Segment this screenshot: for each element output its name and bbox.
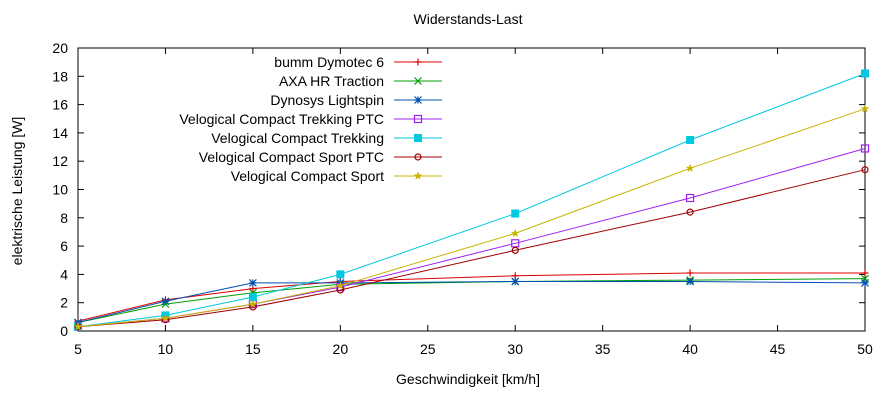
x-tick-label: 20 [333, 341, 349, 357]
series-5 [74, 69, 869, 331]
series-line [77, 281, 866, 323]
data-point [861, 269, 869, 277]
y-tick-label: 2 [60, 295, 68, 311]
y-tick-label: 6 [60, 238, 68, 254]
data-point [686, 269, 694, 277]
data-point [511, 209, 520, 218]
y-axis-label: elektrische Leistung [W] [9, 117, 25, 266]
legend-label: Velogical Compact Sport PTC [199, 149, 384, 165]
data-point [335, 280, 345, 290]
legend: bumm Dymotec 6 AXA HR Traction Dynosys Lig… [179, 54, 442, 184]
series-1 [74, 269, 869, 325]
data-point [685, 163, 695, 173]
legend-item: Velogical Compact Trekking PTC [179, 111, 442, 127]
x-tick-label: 50 [857, 341, 873, 357]
data-point [161, 297, 170, 306]
y-tick-label: 12 [52, 153, 68, 169]
legend-label: Velogical Compact Trekking [211, 130, 384, 146]
legend-label: bumm Dymotec 6 [274, 54, 384, 70]
data-point [686, 193, 695, 203]
data-point [413, 171, 423, 180]
data-point [861, 69, 869, 78]
series-6 [74, 166, 869, 331]
data-point [414, 77, 422, 85]
legend-label: Dynosys Lightspin [270, 92, 384, 108]
chart-title: Widerstands-Last [414, 11, 523, 27]
data-point [686, 208, 694, 216]
y-tick-label: 4 [60, 266, 68, 282]
data-point [861, 278, 869, 287]
legend-item: Velogical Compact Trekking [211, 130, 442, 146]
data-point [511, 277, 520, 286]
y-tick-label: 18 [52, 68, 68, 84]
plot-border [77, 47, 866, 332]
data-point [73, 321, 83, 331]
x-tick-label: 40 [682, 341, 698, 357]
series-line [77, 272, 865, 322]
data-point [413, 114, 423, 124]
series-line [77, 169, 866, 328]
y-tick-label: 0 [60, 323, 68, 339]
series-3 [74, 277, 869, 327]
data-point [510, 228, 520, 238]
legend-label: Velogical Compact Trekking PTC [179, 111, 384, 127]
x-axis-label: Geschwindigkeit [km/h] [396, 371, 540, 387]
series-line [77, 278, 866, 323]
series-2 [74, 274, 869, 327]
y-tick-label: 20 [52, 40, 68, 56]
data-point [414, 58, 422, 66]
x-tick-label: 5 [74, 341, 82, 357]
legend-label: Velogical Compact Sport [231, 168, 384, 184]
data-point [860, 104, 870, 113]
data-point [248, 278, 257, 287]
data-point [511, 246, 519, 254]
legend-item: AXA HR Traction [279, 73, 442, 89]
x-tick-label: 30 [507, 341, 523, 357]
x-tick-label: 35 [595, 341, 611, 357]
series-layer [73, 69, 870, 331]
y-tick-label: 16 [52, 97, 68, 113]
y-tick-label: 14 [52, 125, 68, 141]
legend-item: Dynosys Lightspin [270, 92, 442, 108]
legend-label: AXA HR Traction [279, 73, 384, 89]
x-tick-label: 45 [770, 341, 786, 357]
data-point [160, 313, 170, 323]
data-point [414, 153, 422, 161]
legend-item: Velogical Compact Sport [231, 168, 442, 184]
x-tick-label: 10 [158, 341, 174, 357]
axis-ticks: 5 10 15 20 25 30 35 40 45 50 0 2 4 6 8 10 12 14 16 18 20 [52, 40, 873, 357]
legend-item: Velogical Compact Sport PTC [199, 149, 442, 165]
data-point [860, 144, 870, 153]
plot-area [77, 47, 866, 332]
data-point [414, 134, 422, 142]
data-point [686, 135, 695, 144]
y-tick-label: 8 [60, 210, 68, 226]
legend-item: bumm Dymotec 6 [274, 54, 442, 70]
x-tick-label: 15 [245, 341, 261, 357]
series-4 [73, 144, 870, 331]
x-tick-label: 25 [420, 341, 436, 357]
data-point [686, 277, 695, 286]
data-point [336, 270, 345, 279]
y-tick-label: 10 [52, 182, 68, 198]
series-line [77, 108, 866, 328]
data-point [861, 166, 869, 174]
series-7 [73, 104, 870, 331]
data-point [414, 96, 422, 104]
data-point [248, 299, 258, 308]
